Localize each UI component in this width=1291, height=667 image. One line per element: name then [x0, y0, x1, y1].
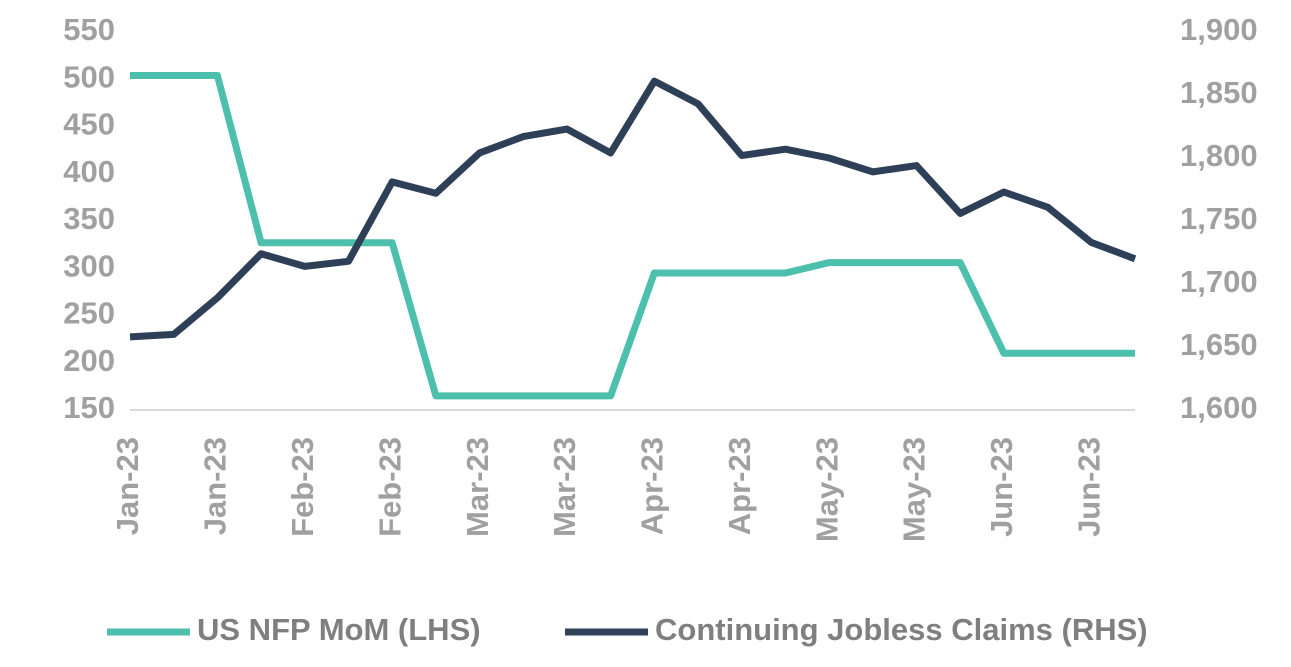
- y-tick-label: 200: [63, 343, 115, 378]
- y-tick-label: 250: [63, 296, 115, 331]
- x-tick-label: Jun-23: [1071, 437, 1106, 537]
- x-tick-label: Apr-23: [635, 437, 670, 535]
- series-line: [129, 77, 1137, 341]
- y-tick-label: 350: [63, 201, 115, 236]
- y2-tick-label: 1,750: [1180, 201, 1258, 236]
- y-tick-label: 550: [63, 12, 115, 47]
- y-tick-label: 500: [63, 59, 115, 94]
- x-tick-label: Jun-23: [984, 437, 1019, 537]
- x-tick-label: Jan-23: [110, 437, 145, 535]
- y2-tick-label: 1,900: [1180, 12, 1258, 47]
- y2-tick-label: 1,700: [1180, 264, 1258, 299]
- x-tick-label: Mar-23: [547, 437, 582, 537]
- legend-label: US NFP MoM (LHS): [197, 612, 481, 647]
- y-tick-label: 400: [63, 154, 115, 189]
- y-tick-label: 450: [63, 107, 115, 142]
- x-tick-label: Jan-23: [198, 437, 233, 535]
- y2-tick-label: 1,600: [1180, 390, 1258, 425]
- x-tick-label: Apr-23: [722, 437, 757, 535]
- y2-tick-label: 1,650: [1180, 327, 1258, 362]
- y2-tick-label: 1,800: [1180, 138, 1258, 173]
- series-line: [130, 71, 1135, 400]
- x-tick-label: Feb-23: [372, 437, 407, 537]
- y2-tick-label: 1,850: [1180, 75, 1258, 110]
- legend-label: Continuing Jobless Claims (RHS): [655, 612, 1148, 647]
- y-tick-label: 300: [63, 248, 115, 283]
- x-tick-label: May-23: [809, 437, 844, 542]
- x-tick-label: Mar-23: [460, 437, 495, 537]
- y-tick-label: 150: [63, 390, 115, 425]
- x-tick-label: Feb-23: [285, 437, 320, 537]
- x-tick-label: May-23: [897, 437, 932, 542]
